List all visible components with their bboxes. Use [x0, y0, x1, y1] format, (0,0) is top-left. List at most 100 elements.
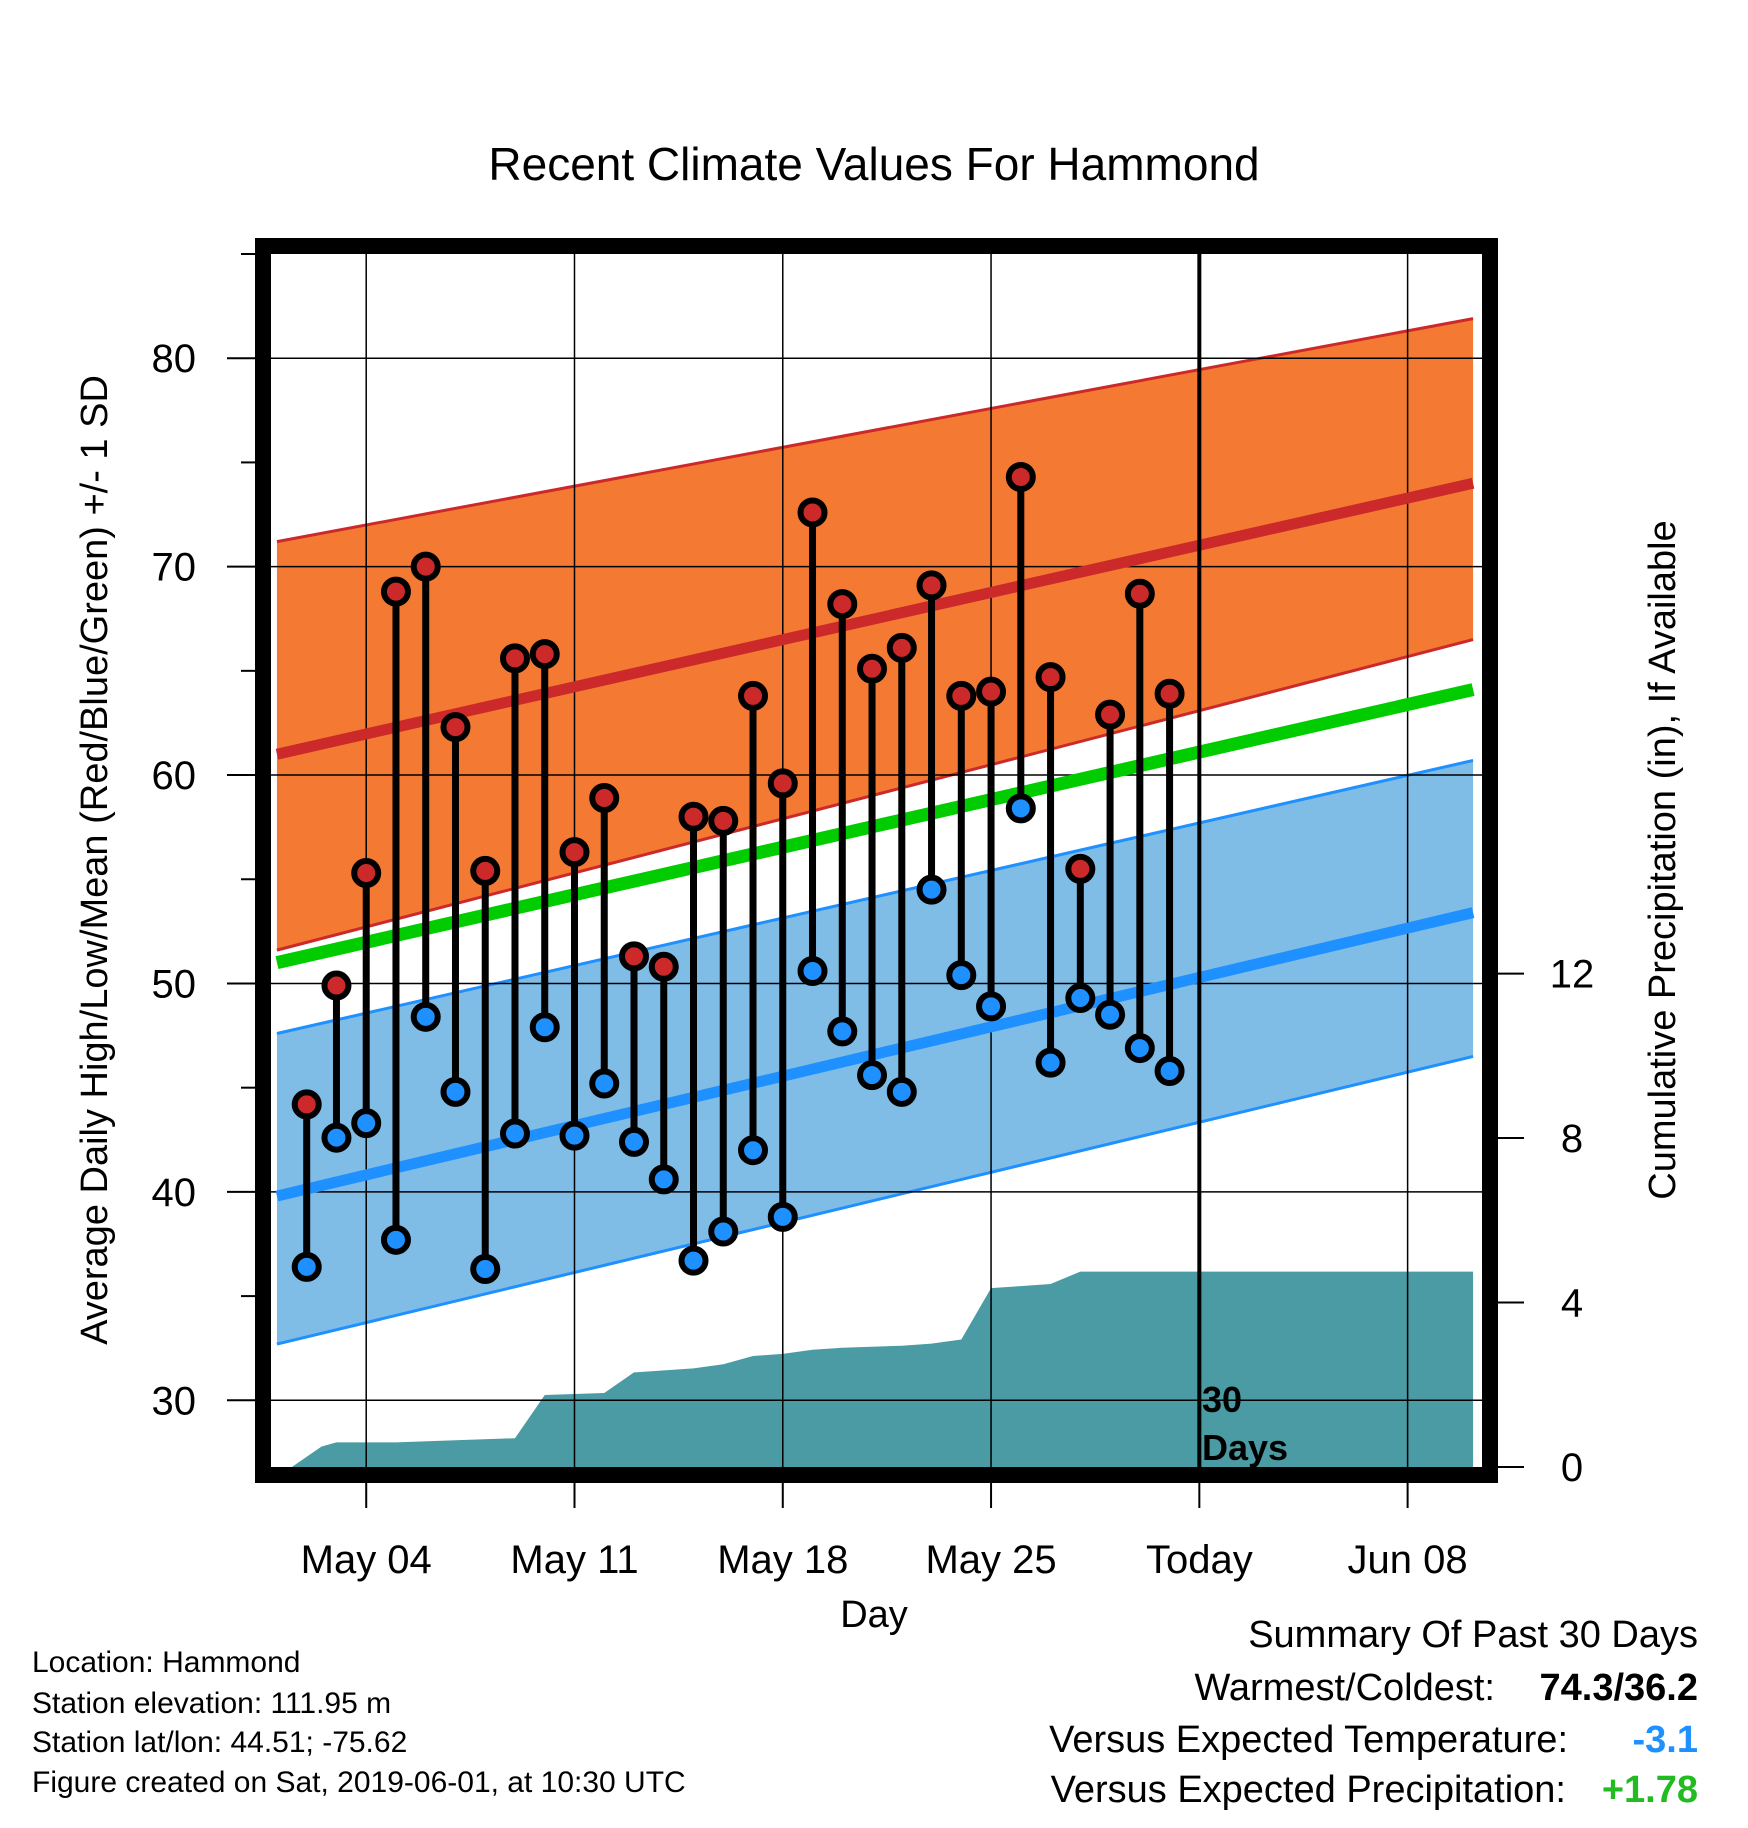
obs-high-point-4 — [410, 551, 441, 582]
obs-low-point-1 — [321, 1122, 352, 1153]
x-tick-label-3: May 25 — [925, 1538, 1056, 1582]
obs-high-point-27 — [1095, 699, 1126, 730]
x-tick-label-2: May 18 — [717, 1538, 848, 1582]
obs-high-point-8 — [529, 639, 560, 670]
summary-panel: Summary Of Past 30 Days Warmest/Coldest:… — [1049, 1614, 1698, 1811]
obs-low-point-17 — [797, 955, 828, 986]
obs-low-point-6 — [470, 1254, 501, 1285]
x-tick-label-5: Jun 08 — [1348, 1538, 1468, 1582]
y-axis-left: 30 40 50 60 70 80 — [152, 253, 255, 1423]
today-days-label-2: Days — [1202, 1427, 1288, 1468]
x-tick-label-0: May 04 — [301, 1538, 432, 1582]
obs-low-point-12 — [648, 1164, 679, 1195]
obs-high-point-9 — [559, 837, 590, 868]
obs-high-point-20 — [886, 632, 917, 663]
x-tick-label-4: Today — [1146, 1538, 1253, 1582]
normal-high-upper-line — [276, 317, 1474, 544]
y-axis-right: 0 4 8 12 — [1498, 953, 1594, 1490]
y-tick-label-3: 60 — [152, 754, 197, 798]
y-tick-label-2: 50 — [152, 962, 197, 1006]
obs-high-point-15 — [738, 680, 769, 711]
grid-lines — [271, 254, 1482, 1467]
today-days-label-1: 30 — [1202, 1379, 1242, 1420]
obs-high-point-16 — [767, 768, 798, 799]
obs-low-point-24 — [1005, 793, 1036, 824]
y2-tick-label-2: 8 — [1561, 1117, 1583, 1161]
obs-high-point-18 — [827, 589, 858, 620]
summary-heading: Summary Of Past 30 Days — [1248, 1614, 1698, 1656]
obs-low-point-10 — [589, 1068, 620, 1099]
precipitation-area — [276, 1271, 1474, 1467]
obs-high-point-11 — [619, 941, 650, 972]
obs-high-point-10 — [589, 782, 620, 813]
y-tick-label-4: 70 — [152, 546, 197, 590]
obs-high-point-26 — [1065, 853, 1096, 884]
summary-temp-label: Versus Expected Temperature: — [1049, 1719, 1568, 1761]
y2-axis-label: Cumulative Precipitation (in), If Availa… — [1642, 520, 1684, 1199]
summary-precip-label: Versus Expected Precipitation: — [1051, 1769, 1566, 1811]
obs-low-point-23 — [976, 991, 1007, 1022]
station-info: Location: Hammond Station elevation: 111… — [32, 1646, 686, 1799]
normal-high-band — [276, 318, 1474, 951]
obs-high-point-7 — [499, 643, 530, 674]
x-tick-label-1: May 11 — [510, 1538, 638, 1582]
obs-high-point-13 — [678, 801, 709, 832]
obs-high-point-21 — [916, 570, 947, 601]
obs-high-point-24 — [1005, 462, 1036, 493]
obs-low-point-28 — [1124, 1033, 1155, 1064]
obs-low-point-19 — [857, 1060, 888, 1091]
obs-high-point-6 — [470, 855, 501, 886]
obs-low-point-27 — [1095, 999, 1126, 1030]
observations — [291, 462, 1185, 1285]
obs-high-point-12 — [648, 951, 679, 982]
obs-high-point-5 — [440, 712, 471, 743]
info-latlon: Station lat/lon: 44.51; -75.62 — [32, 1726, 407, 1759]
summary-warm-cold-label: Warmest/Coldest: — [1194, 1667, 1495, 1709]
normal-low-lower-line — [276, 1054, 1474, 1346]
obs-high-point-19 — [857, 653, 888, 684]
y-tick-label-0: 30 — [152, 1379, 197, 1423]
today-marker: 30 Days — [1197, 254, 1288, 1468]
y-axis-label: Average Daily High/Low/Mean (Red/Blue/Gr… — [74, 375, 116, 1345]
obs-low-point-5 — [440, 1076, 471, 1107]
info-created: Figure created on Sat, 2019-06-01, at 10… — [32, 1766, 686, 1799]
plot-frame — [255, 238, 1498, 1483]
obs-low-point-13 — [678, 1245, 709, 1276]
normal-high-mean-line — [275, 477, 1475, 760]
obs-high-point-17 — [797, 497, 828, 528]
obs-low-point-26 — [1065, 983, 1096, 1014]
obs-high-point-14 — [708, 805, 739, 836]
obs-low-point-25 — [1035, 1047, 1066, 1078]
summary-temp-value: -3.1 — [1633, 1719, 1698, 1761]
obs-low-point-9 — [559, 1120, 590, 1151]
obs-low-point-0 — [291, 1251, 322, 1282]
obs-low-point-15 — [738, 1135, 769, 1166]
obs-high-point-1 — [321, 970, 352, 1001]
obs-low-point-7 — [499, 1118, 530, 1149]
obs-high-point-29 — [1154, 678, 1185, 709]
obs-low-point-2 — [351, 1108, 382, 1139]
y2-tick-label-0: 0 — [1561, 1446, 1583, 1490]
obs-low-point-11 — [619, 1126, 650, 1157]
obs-low-point-18 — [827, 1016, 858, 1047]
obs-high-point-2 — [351, 858, 382, 889]
obs-low-point-29 — [1154, 1056, 1185, 1087]
obs-high-point-22 — [946, 680, 977, 711]
obs-low-point-21 — [916, 874, 947, 905]
obs-low-point-14 — [708, 1216, 739, 1247]
summary-warm-cold-value: 74.3/36.2 — [1540, 1667, 1698, 1709]
y-tick-label-1: 40 — [152, 1171, 197, 1215]
y-tick-label-5: 80 — [152, 337, 197, 381]
obs-high-point-23 — [976, 676, 1007, 707]
y2-tick-label-1: 4 — [1561, 1282, 1583, 1326]
y2-tick-label-3: 12 — [1550, 953, 1595, 997]
obs-low-point-20 — [886, 1076, 917, 1107]
obs-low-point-4 — [410, 1001, 441, 1032]
precipitation-fill — [276, 1271, 1474, 1467]
obs-high-point-25 — [1035, 662, 1066, 693]
obs-low-point-22 — [946, 960, 977, 991]
obs-low-point-16 — [767, 1201, 798, 1232]
obs-low-point-8 — [529, 1012, 560, 1043]
obs-high-point-0 — [291, 1089, 322, 1120]
